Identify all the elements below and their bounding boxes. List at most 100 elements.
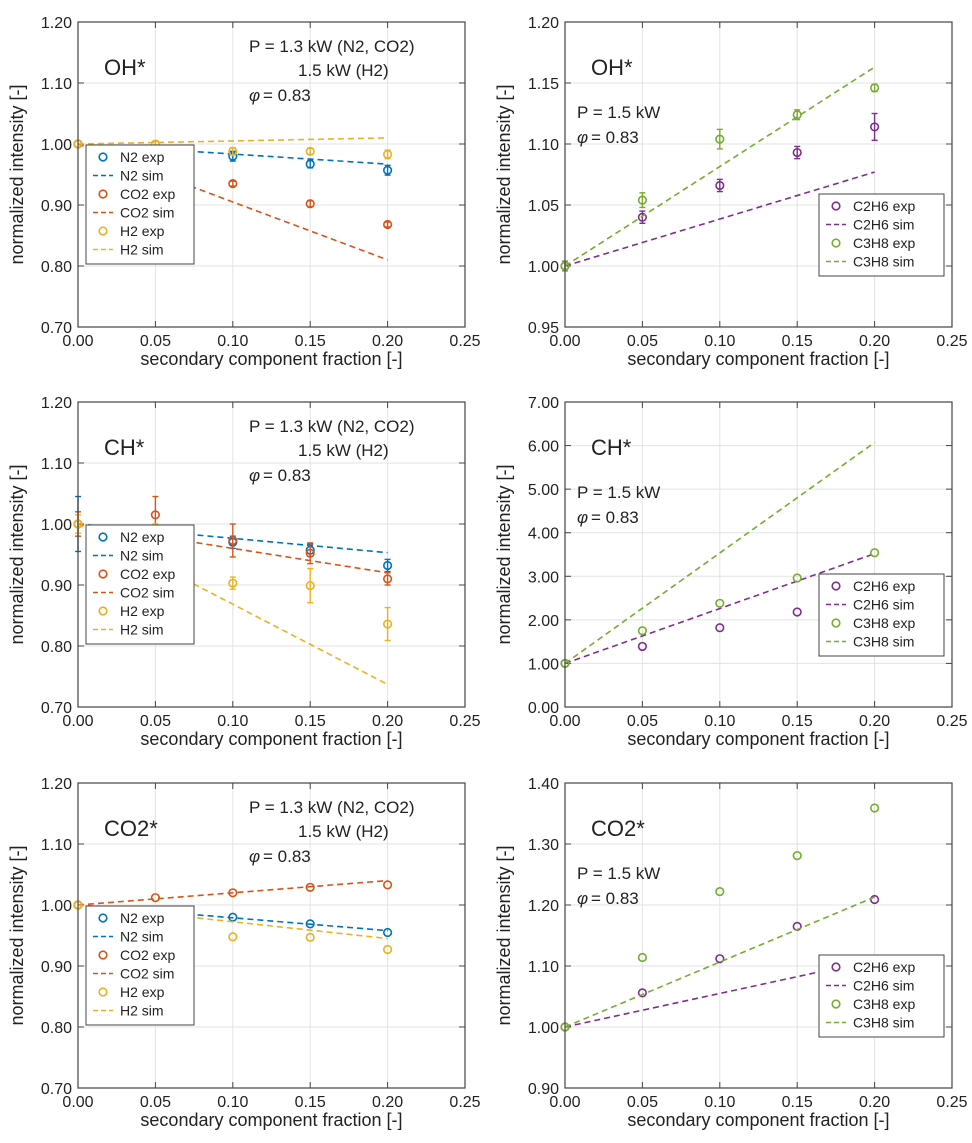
- x-axis-label: secondary component fraction [-]: [140, 349, 402, 369]
- y-tick-label: 1.10: [41, 837, 72, 854]
- y-tick-label: 0.90: [41, 198, 72, 215]
- data-point-c3h8: [715, 886, 725, 897]
- plot-frame: [564, 401, 953, 708]
- data-point-c2h6: [637, 641, 648, 652]
- chart-panel-co2-fuels: 0.90 1.00 1.10 1.20 1.30 1.40 0.00 0.05 0.10 0.15…: [494, 776, 968, 1130]
- y-tick-label: 6.00: [528, 439, 559, 456]
- phi-annotation: = 0.83: [263, 86, 311, 105]
- chart-panel-oh-dilutants: 0.70 0.80 0.90 1.00 1.10 1.20 0.00 0.05 0.10 0.15…: [7, 15, 481, 369]
- data-point-c2h6: [715, 954, 725, 964]
- x-tick-label: 0.20: [372, 333, 403, 350]
- phi-symbol: φ: [577, 128, 588, 147]
- chart-panel-ch-fuels: 0.00 1.00 2.00 3.00 4.00 5.00 6.00 7.00 0.00 0.05…: [494, 395, 968, 749]
- y-tick-label: 1.30: [528, 837, 559, 854]
- plot-frame: [564, 21, 953, 328]
- legend-entry: C3H8 sim: [853, 1015, 914, 1031]
- species-label: CH*: [104, 435, 145, 460]
- power-annotation-h2: 1.5 kW (H2): [298, 61, 389, 80]
- legend-entry: C2H6 exp: [853, 959, 915, 975]
- legend-box: [818, 954, 945, 1038]
- plot-frame: [77, 21, 466, 328]
- legend-entry: C3H8 exp: [853, 235, 915, 251]
- x-tick-label: 0.15: [782, 1094, 813, 1111]
- legend-entry: C3H8 sim: [853, 634, 914, 650]
- legend-swatch-marker: [98, 532, 108, 542]
- x-tick-label: 0.20: [859, 333, 890, 350]
- y-axis-label: normalized intensity [-]: [494, 464, 514, 644]
- phi-symbol: φ: [249, 847, 260, 866]
- legend-entry: CO2 exp: [120, 566, 175, 582]
- legend: C2H6 exp C2H6 sim C3H8 exp C3H8 sim: [818, 954, 945, 1038]
- legend-entry: C2H6 exp: [853, 578, 915, 594]
- y-tick-label: 1.20: [41, 15, 72, 32]
- legend-entry: C2H6 sim: [853, 978, 914, 994]
- y-tick-label: 0.80: [41, 639, 72, 656]
- legend: N2 exp N2 sim CO2 exp CO2 sim H2 exp H2 sim: [85, 905, 195, 1026]
- legend-entry: C2H6 exp: [853, 198, 915, 214]
- y-tick-label: 1.10: [41, 456, 72, 473]
- sim-line-h2: [77, 523, 388, 686]
- x-tick-label: 0.25: [936, 713, 967, 730]
- y-tick-label: 4.00: [528, 526, 559, 543]
- x-tick-label: 0.00: [549, 1094, 580, 1111]
- x-axis-label: secondary component fraction [-]: [627, 349, 889, 369]
- y-tick-label: 1.15: [528, 76, 559, 93]
- legend-swatch-marker: [831, 618, 841, 628]
- y-axis-label: normalized intensity [-]: [7, 464, 27, 644]
- chart-panel-oh-fuels: 0.95 1.00 1.05 1.10 1.15 1.20 0.00 0.05 0.10 0.15…: [494, 15, 968, 369]
- data-point-co2: [305, 882, 315, 892]
- y-tick-label: 0.90: [41, 578, 72, 595]
- y-tick-label: 0.80: [41, 259, 72, 276]
- data-point-c3h8: [869, 803, 880, 813]
- data-point-c3h8: [715, 598, 725, 608]
- y-tick-label: 1.10: [528, 137, 559, 154]
- y-tick-label: 1.00: [41, 517, 72, 534]
- legend-entry: CO2 exp: [120, 186, 175, 202]
- data-point-h2: [383, 149, 393, 159]
- phi-symbol: φ: [249, 86, 260, 105]
- y-tick-label: 1.00: [528, 656, 559, 673]
- legend: N2 exp N2 sim CO2 exp CO2 sim H2 exp H2 sim: [85, 144, 195, 265]
- x-tick-label: 0.25: [449, 1094, 480, 1111]
- legend-entry: H2 exp: [120, 984, 165, 1000]
- legend-entry: N2 exp: [120, 529, 165, 545]
- x-tick-label: 0.05: [627, 713, 658, 730]
- x-tick-label: 0.10: [704, 1094, 735, 1111]
- data-point-co2: [383, 219, 393, 230]
- sim-line-c3h8: [564, 441, 876, 665]
- phi-symbol: φ: [577, 508, 588, 527]
- x-tick-label: 0.20: [372, 713, 403, 730]
- data-point-n2: [305, 159, 315, 169]
- y-axis-label: normalized intensity [-]: [7, 84, 27, 264]
- y-tick-label: 1.00: [528, 259, 559, 276]
- legend-swatch-marker: [98, 569, 108, 579]
- legend-swatch-marker: [98, 226, 108, 236]
- y-tick-label: 1.05: [528, 198, 559, 215]
- plot-frame: [77, 401, 466, 708]
- y-tick-label: 2.00: [528, 613, 559, 630]
- x-tick-label: 0.10: [704, 333, 735, 350]
- plot-frame: [564, 782, 953, 1089]
- x-tick-label: 0.25: [936, 1094, 967, 1111]
- data-point-co2: [228, 535, 238, 546]
- data-point-c2h6: [637, 988, 648, 998]
- data-point-co2: [150, 893, 160, 903]
- data-point-co2: [305, 548, 315, 558]
- power-annotation: P = 1.5 kW: [577, 103, 660, 122]
- phi-annotation: = 0.83: [263, 466, 311, 485]
- legend-entry: N2 sim: [120, 168, 164, 184]
- y-tick-label: 1.20: [528, 15, 559, 32]
- data-point-c3h8: [792, 573, 802, 583]
- legend-box: [85, 905, 195, 1026]
- data-point-h2: [305, 581, 315, 591]
- legend: C2H6 exp C2H6 sim C3H8 exp C3H8 sim: [818, 573, 945, 657]
- x-tick-label: 0.05: [627, 333, 658, 350]
- y-tick-label: 0.00: [528, 700, 559, 717]
- data-point-c3h8: [869, 548, 880, 558]
- x-tick-label: 0.20: [372, 1094, 403, 1111]
- x-tick-label: 0.00: [62, 1094, 93, 1111]
- power-annotation: P = 1.3 kW (N2, CO2): [249, 798, 414, 817]
- legend-entry: C2H6 sim: [853, 217, 914, 233]
- legend-entry: N2 exp: [120, 910, 165, 926]
